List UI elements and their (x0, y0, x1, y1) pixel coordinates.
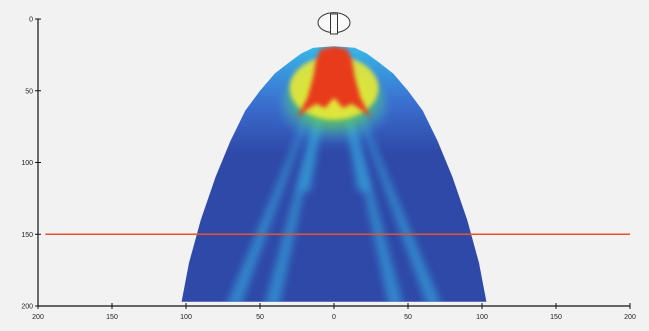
spray-streak (334, 47, 404, 302)
spray-streak (298, 47, 334, 192)
axes: 0 50 100 150 200 200 150 100 50 0 50 100 150 200 (21, 17, 636, 322)
x-tick-label: 150 (106, 314, 118, 321)
spray-streak (334, 47, 370, 192)
x-tick-label: 100 (476, 314, 488, 321)
x-tick-label: 50 (256, 314, 264, 321)
y-tick-label: 0 (29, 17, 33, 24)
spray-streak (225, 47, 334, 302)
x-tick-label: 100 (180, 314, 192, 321)
spray-streak (264, 47, 334, 302)
spray-streak (334, 47, 443, 302)
x-tick-label: 200 (624, 314, 636, 321)
spray-internal-structure (225, 46, 443, 302)
x-tick-label: 200 (32, 314, 44, 321)
y-tick-label: 150 (21, 232, 33, 239)
plot-area (45, 12, 630, 302)
y-tick-label: 50 (25, 88, 33, 95)
spray-hot-core (297, 46, 371, 118)
x-tick-label: 0 (332, 314, 336, 321)
x-tick-label: 50 (404, 314, 412, 321)
y-tick-label: 200 (21, 304, 33, 311)
x-tick-label: 150 (550, 314, 562, 321)
nozzle-icon (317, 12, 351, 35)
y-tick-label: 100 (21, 160, 33, 167)
